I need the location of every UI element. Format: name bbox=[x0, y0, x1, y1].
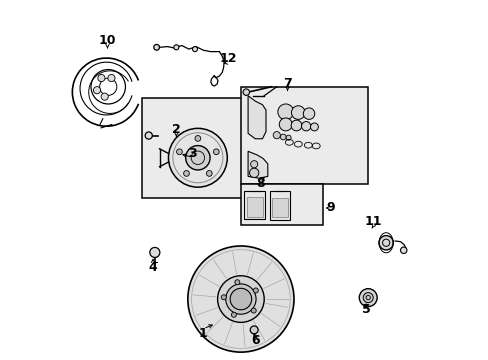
Circle shape bbox=[250, 161, 257, 168]
Bar bbox=[244, 191, 265, 220]
Text: 7: 7 bbox=[283, 77, 291, 90]
Bar bbox=[241, 184, 323, 225]
Circle shape bbox=[253, 288, 258, 293]
Circle shape bbox=[243, 89, 249, 95]
Circle shape bbox=[98, 75, 105, 82]
Circle shape bbox=[183, 171, 189, 176]
Circle shape bbox=[251, 308, 256, 313]
Text: 11: 11 bbox=[364, 215, 382, 228]
Circle shape bbox=[359, 289, 376, 307]
Circle shape bbox=[231, 312, 236, 317]
Circle shape bbox=[280, 134, 285, 140]
Circle shape bbox=[108, 75, 115, 82]
Text: 2: 2 bbox=[172, 123, 181, 136]
Circle shape bbox=[93, 87, 101, 94]
Text: 4: 4 bbox=[148, 261, 157, 274]
Circle shape bbox=[291, 106, 305, 120]
Circle shape bbox=[176, 149, 182, 155]
Bar bbox=[271, 198, 287, 217]
Circle shape bbox=[185, 145, 210, 170]
Circle shape bbox=[277, 104, 293, 120]
Circle shape bbox=[213, 149, 219, 155]
Circle shape bbox=[290, 120, 301, 131]
Circle shape bbox=[195, 135, 201, 141]
Circle shape bbox=[153, 44, 159, 50]
Text: 1: 1 bbox=[199, 327, 207, 339]
Polygon shape bbox=[247, 96, 265, 139]
Circle shape bbox=[225, 284, 256, 314]
Text: 6: 6 bbox=[250, 334, 259, 347]
Bar bbox=[142, 98, 244, 198]
Text: 5: 5 bbox=[361, 303, 370, 316]
Text: 12: 12 bbox=[219, 51, 237, 64]
Polygon shape bbox=[247, 151, 267, 178]
Circle shape bbox=[217, 276, 264, 322]
Circle shape bbox=[250, 326, 258, 334]
Circle shape bbox=[301, 122, 310, 131]
Circle shape bbox=[363, 293, 372, 303]
Circle shape bbox=[145, 132, 152, 139]
Circle shape bbox=[273, 132, 280, 139]
Text: 9: 9 bbox=[325, 202, 334, 215]
Text: 10: 10 bbox=[99, 33, 116, 47]
Circle shape bbox=[168, 129, 227, 187]
Circle shape bbox=[285, 135, 290, 140]
Circle shape bbox=[234, 280, 239, 285]
Bar bbox=[241, 87, 367, 184]
Circle shape bbox=[249, 168, 258, 177]
Circle shape bbox=[400, 247, 406, 253]
Circle shape bbox=[279, 118, 292, 131]
Circle shape bbox=[149, 247, 160, 257]
Circle shape bbox=[221, 295, 226, 300]
Circle shape bbox=[303, 108, 314, 120]
Circle shape bbox=[378, 235, 392, 250]
Circle shape bbox=[101, 93, 108, 100]
Circle shape bbox=[206, 171, 212, 176]
Circle shape bbox=[174, 45, 179, 50]
Circle shape bbox=[192, 46, 197, 51]
Circle shape bbox=[230, 288, 251, 310]
Circle shape bbox=[187, 246, 293, 352]
Text: 8: 8 bbox=[256, 177, 264, 190]
Bar bbox=[246, 197, 263, 217]
Circle shape bbox=[310, 123, 318, 131]
Bar bbox=[269, 192, 290, 220]
Text: 3: 3 bbox=[188, 147, 196, 159]
